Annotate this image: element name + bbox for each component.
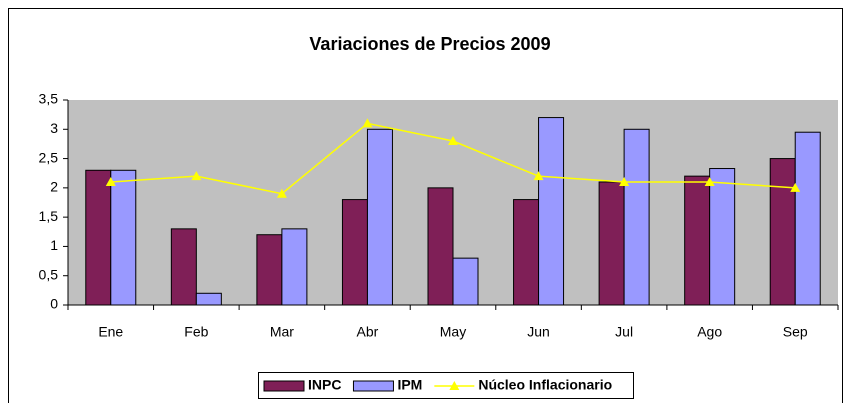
line-marker [533,171,544,181]
legend-label: Núcleo Inflacionario [478,377,612,393]
line-marker [191,171,202,181]
y-tick-label: 3 [50,120,58,136]
line-marker [276,188,287,198]
bar [110,169,137,306]
bar [256,234,283,306]
y-tick-label: 0,5 [39,266,59,282]
x-tick-label: Jul [615,324,633,340]
bar [684,175,711,306]
bar [709,168,736,306]
y-tick-label: 1,5 [39,208,59,224]
bar [341,199,368,306]
x-tick-label: Ene [98,324,123,340]
line-marker [105,177,116,186]
x-tick-label: Ago [697,324,722,340]
bar [281,228,308,306]
legend-marker [449,381,460,390]
line-marker [362,118,373,128]
bar [538,117,565,306]
y-tick-label: 2,5 [39,149,59,165]
bar [452,257,479,306]
x-tick-label: Feb [184,324,208,340]
x-tick-label: Jun [527,324,550,340]
legend-swatch [263,380,305,392]
bar [170,228,197,306]
bar [85,169,112,306]
line-marker [704,177,715,186]
bar [195,292,222,306]
x-tick-label: Mar [270,324,294,340]
y-tick-label: 3,5 [39,91,59,107]
legend-label: IPM [397,377,422,393]
legend-swatch [352,380,394,392]
bar [623,128,650,306]
line-marker [448,136,458,145]
line-marker [790,182,801,192]
bar [366,128,393,306]
bar [598,181,625,306]
line-marker [619,177,630,186]
bar [794,131,821,306]
bar [427,187,454,306]
x-tick-label: May [440,324,466,340]
y-tick-label: 1 [50,237,58,253]
bar [513,199,540,306]
x-tick-label: Abr [357,324,379,340]
bar [769,158,796,306]
x-tick-label: Sep [783,324,808,340]
chart-title: Variaciones de Precios 2009 [309,34,550,54]
y-tick-label: 0 [50,296,58,312]
y-tick-label: 2 [50,179,58,195]
legend-label: INPC [308,377,341,393]
